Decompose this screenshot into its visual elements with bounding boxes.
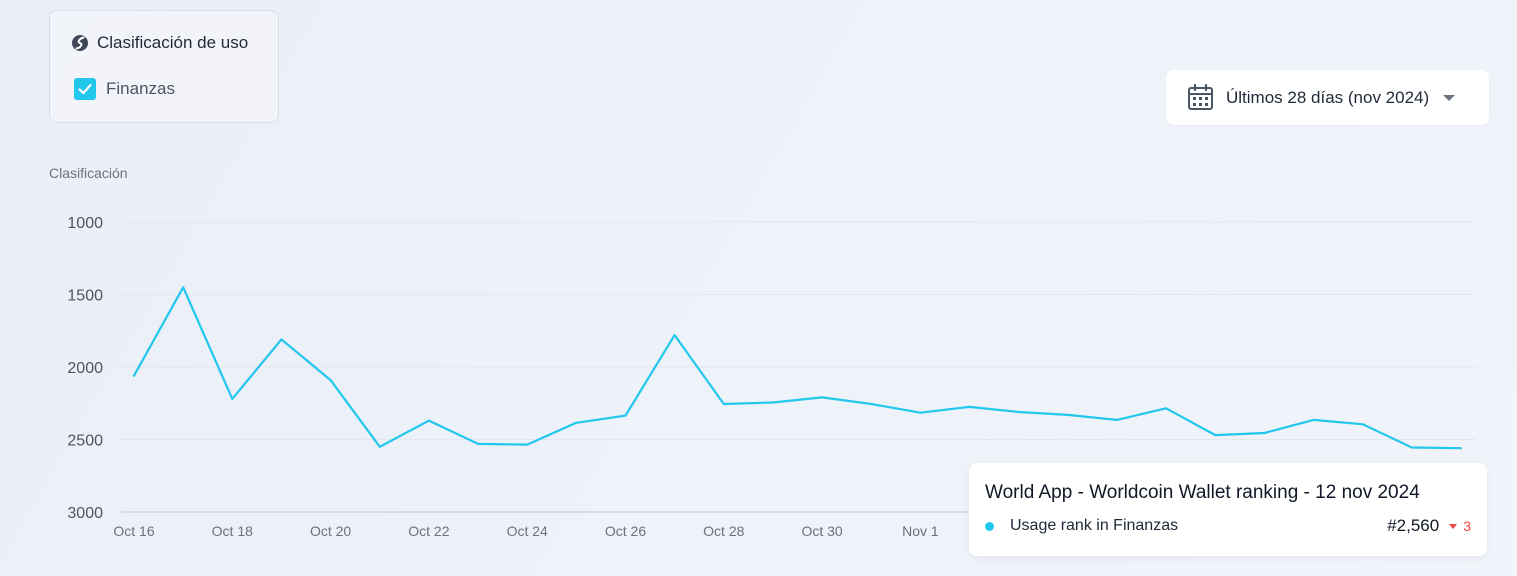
arrow-down-icon [1449, 523, 1458, 529]
y-tick-label: 1000 [67, 215, 103, 232]
chevron-down-icon[interactable] [1443, 94, 1456, 101]
y-tick-label: 2000 [67, 360, 103, 377]
y-axis-title: Clasificación [49, 165, 128, 181]
tooltip-delta: 3 [1463, 518, 1471, 534]
series-line [132, 286, 1463, 450]
x-tick-label: Oct 26 [605, 523, 646, 539]
date-range-dropdown[interactable]: Últimos 28 días (nov 2024) [1166, 70, 1489, 125]
date-range-label[interactable]: Últimos 28 días (nov 2024) [1226, 87, 1430, 107]
x-tick-label: Nov 1 [902, 523, 939, 539]
category-label[interactable]: Finanzas [106, 79, 175, 98]
series-color-dot [985, 521, 994, 531]
y-tick-label: 1500 [67, 288, 103, 305]
check-icon [78, 83, 92, 95]
chart-tooltip: World App - Worldcoin Wallet ranking - 1… [969, 463, 1487, 556]
x-tick-label: Oct 28 [703, 523, 744, 539]
tooltip-value: #2,560 [1387, 516, 1440, 535]
filter-card: Clasificación de uso Finanzas [49, 10, 279, 123]
x-tick-label: Oct 16 [113, 523, 154, 539]
y-tick-label: 2500 [67, 433, 103, 450]
filter-header: Clasificación de uso [71, 33, 248, 53]
x-tick-label: Oct 22 [408, 523, 449, 539]
x-tick-label: Oct 24 [507, 523, 548, 539]
filter-title: Clasificación de uso [97, 33, 249, 52]
tooltip-title: World App - Worldcoin Wallet ranking - 1… [985, 482, 1420, 503]
x-tick-label: Oct 30 [801, 523, 842, 539]
x-tick-label: Oct 20 [310, 523, 351, 539]
calendar-icon [1188, 84, 1213, 110]
x-tick-label: Oct 18 [212, 523, 253, 539]
tooltip-series-label: Usage rank in Finanzas [1010, 517, 1179, 534]
category-checkbox-row[interactable]: Finanzas [74, 78, 175, 100]
tooltip-series-row: Usage rank in Finanzas #2,560 3 [985, 516, 1471, 536]
category-checkbox[interactable] [74, 78, 96, 100]
rank-logo-icon [72, 35, 88, 51]
y-tick-label: 3000 [67, 505, 103, 522]
